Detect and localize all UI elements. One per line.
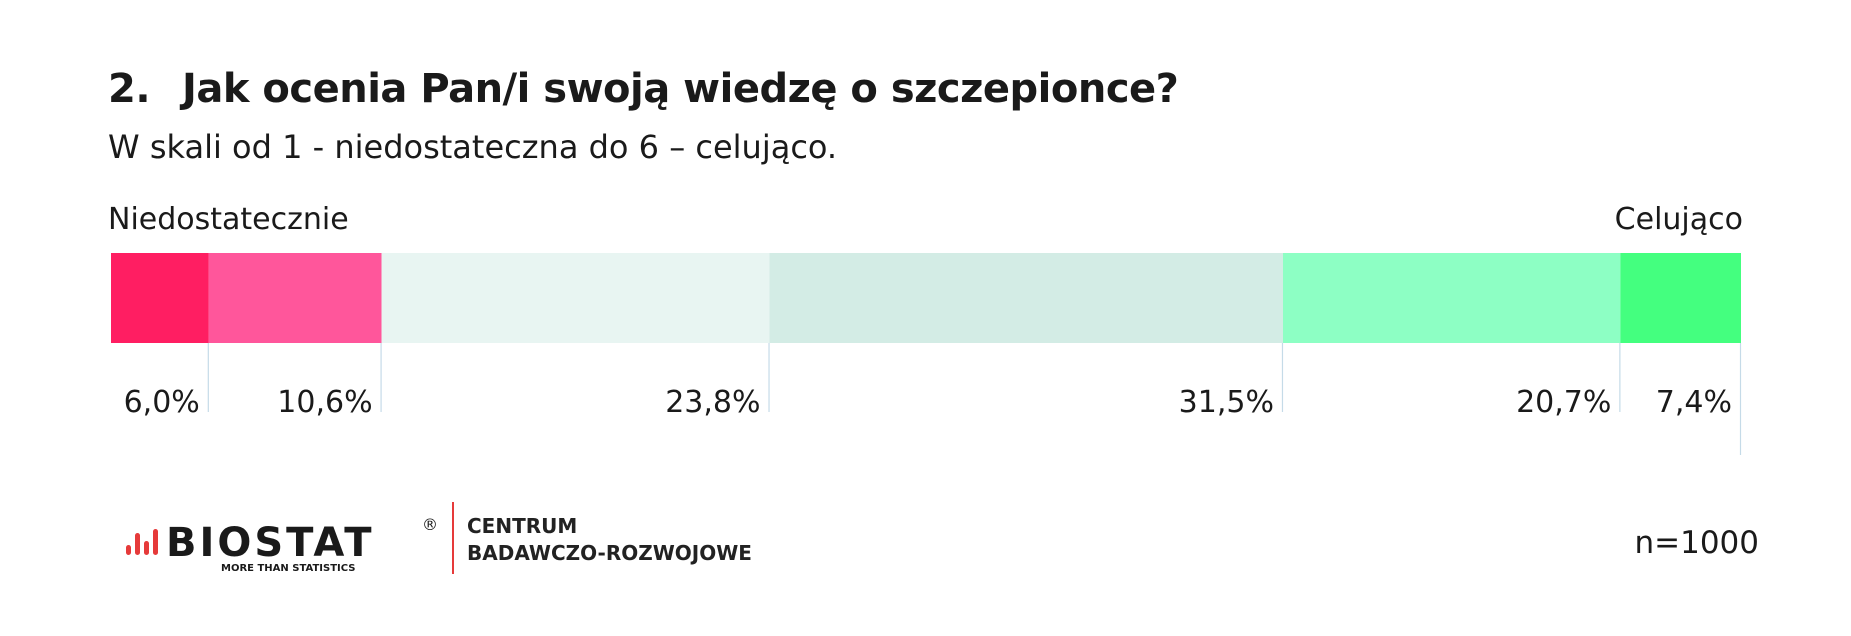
sample-size: n=1000	[1634, 525, 1759, 561]
question-text: Jak ocenia Pan/i swoją wiedzę o szczepio…	[182, 66, 1179, 112]
bar-segment-2	[208, 253, 382, 343]
question-number: 2.	[108, 66, 151, 112]
value-label-1: 6,0%	[124, 385, 200, 420]
bar-segment-5	[1282, 253, 1621, 343]
chart-title: 2. Jak ocenia Pan/i swoją wiedzę o szczep…	[108, 66, 1179, 112]
bar-segment-6	[1620, 253, 1741, 343]
value-label-5: 20,7%	[1516, 385, 1611, 420]
logo-brand-text: BIOSTAT	[166, 520, 375, 566]
logo-divider	[452, 502, 454, 574]
centrum-line-2: BADAWCZO-ROZWOJOWE	[467, 541, 752, 565]
chart-subtitle: W skali od 1 - niedostateczna do 6 – cel…	[108, 128, 838, 166]
logo-registered-mark: ®	[422, 515, 438, 534]
bar-segment-4	[769, 253, 1283, 343]
stacked-bar-chart: 6,0% 10,6% 23,8% 31,5% 20,7% 7,4%	[111, 253, 1742, 455]
value-label-2: 10,6%	[277, 385, 372, 420]
bar-segment-3	[381, 253, 770, 343]
value-label-4: 31,5%	[1179, 385, 1274, 420]
scale-min-label: Niedostatecznie	[108, 202, 349, 237]
centrum-line-1: CENTRUM	[467, 514, 578, 538]
biostat-logo: BIOSTAT ® MORE THAN STATISTICS	[126, 502, 454, 574]
bar-segment-1	[111, 253, 209, 343]
logo-bars-icon	[126, 529, 158, 555]
logo-tagline: MORE THAN STATISTICS	[221, 563, 355, 574]
value-label-3: 23,8%	[665, 385, 760, 420]
scale-max-label: Celująco	[1614, 202, 1743, 237]
value-label-6: 7,4%	[1656, 385, 1732, 420]
centrum-label: CENTRUM BADAWCZO-ROZWOJOWE	[467, 513, 752, 567]
